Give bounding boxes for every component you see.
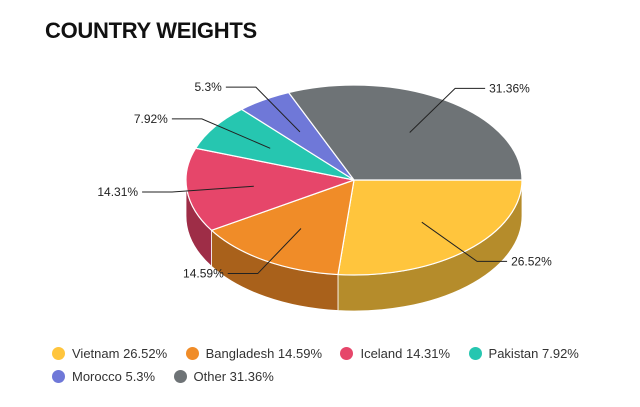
- legend-item-morocco[interactable]: Morocco 5.3%: [52, 369, 155, 384]
- data-label-bangladesh: 14.59%: [183, 267, 224, 281]
- callout-line-bangladesh: [227, 228, 302, 275]
- pie-slice-iceland[interactable]: [185, 147, 355, 231]
- legend-label: Other 31.36%: [193, 369, 274, 384]
- pie-slice-other[interactable]: [288, 84, 523, 181]
- legend-dot-icon: [173, 370, 187, 383]
- legend-label: Pakistan 7.92%: [488, 346, 579, 361]
- legend-item-bangladesh[interactable]: Bangladesh 14.59%: [185, 346, 322, 361]
- legend-label: Iceland 14.31%: [360, 346, 451, 361]
- legend-dot-icon: [468, 347, 482, 360]
- legend-label: Vietnam 26.52%: [72, 346, 168, 361]
- chart-title: COUNTRY WEIGHTS: [45, 18, 257, 43]
- data-label-vietnam: 26.52%: [511, 254, 552, 268]
- callout-line-iceland: [142, 185, 254, 193]
- legend: Vietnam 26.52% Bangladesh 14.59% Iceland…: [52, 346, 632, 392]
- legend-label: Morocco 5.3%: [72, 369, 156, 384]
- legend-dot-icon: [185, 347, 199, 360]
- pie-tops: [185, 84, 523, 276]
- legend-item-vietnam[interactable]: Vietnam 26.52%: [52, 346, 167, 361]
- data-label-iceland: 14.31%: [97, 185, 138, 199]
- data-label-pakistan: 7.92%: [134, 112, 168, 126]
- callout-line-other: [409, 87, 486, 133]
- legend-item-pakistan[interactable]: Pakistan 7.92%: [468, 346, 579, 361]
- data-label-other: 31.36%: [489, 81, 530, 95]
- legend-item-other[interactable]: Other 31.36%: [173, 369, 274, 384]
- pie-slice-bangladesh[interactable]: [210, 179, 355, 276]
- legend-dot-icon: [52, 370, 65, 383]
- callout-line-pakistan: [171, 118, 271, 149]
- callout-line-morocco: [225, 86, 301, 133]
- legend-label: Bangladesh 14.59%: [205, 346, 322, 361]
- pie-chart: 26.52% 14.59% 14.31% 7.92% 5.3% 31.36%: [97, 80, 552, 312]
- data-label-morocco: 5.3%: [194, 80, 222, 94]
- callout-line-vietnam: [421, 221, 508, 262]
- legend-item-iceland[interactable]: Iceland 14.31%: [340, 346, 450, 361]
- legend-dot-icon: [52, 347, 65, 360]
- legend-dot-icon: [340, 347, 354, 360]
- pie-labels: 26.52% 14.59% 14.31% 7.92% 5.3% 31.36%: [97, 80, 552, 280]
